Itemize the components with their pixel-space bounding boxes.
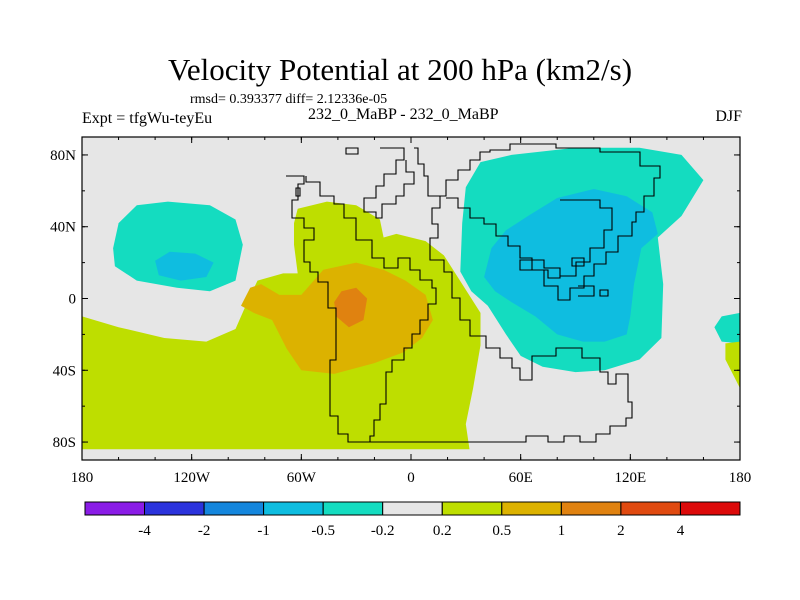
colorbar-swatch bbox=[441, 501, 503, 516]
colorbar: -4 -2 -1 -0.5 -0.2 0.2 0.5 1 2 4 bbox=[84, 501, 741, 539]
y-axis: 80N 40N 0 40S 80S bbox=[50, 148, 740, 451]
stats-label: rmsd= 0.393377 diff= 2.12336e-05 bbox=[190, 92, 388, 107]
x-tick-label: 180 bbox=[71, 470, 94, 486]
colorbar-label: 1 bbox=[558, 523, 566, 539]
colorbar-swatch bbox=[501, 501, 562, 516]
x-tick-label: 60W bbox=[287, 470, 317, 486]
coastline-americas bbox=[286, 175, 437, 443]
colorbar-label: 0.2 bbox=[433, 523, 452, 539]
x-tick-label: 120W bbox=[173, 470, 211, 486]
region-asia-pacific-core bbox=[484, 189, 658, 342]
colorbar-swatch bbox=[620, 501, 681, 516]
region-atlantic-positive-max bbox=[334, 287, 368, 328]
coastline-greenland bbox=[363, 147, 415, 219]
colorbar-label: -4 bbox=[138, 523, 151, 539]
coastline-asia-interior bbox=[519, 199, 613, 297]
y-tick-label: 80S bbox=[53, 435, 76, 451]
x-tick-label: 0 bbox=[407, 470, 415, 486]
y-tick-label: 0 bbox=[69, 292, 77, 308]
colorbar-label: 4 bbox=[677, 523, 685, 539]
comparison-label: 232_0_MaBP - 232_0_MaBP bbox=[308, 106, 499, 123]
colorbar-label: -0.5 bbox=[311, 523, 335, 539]
y-tick-label: 80N bbox=[50, 148, 76, 164]
region-dateline-south-high bbox=[725, 341, 740, 389]
y-tick-label: 40N bbox=[50, 220, 76, 236]
colorbar-label: -0.2 bbox=[371, 523, 395, 539]
x-axis: 180 120W 60W 0 60E 120E 180 bbox=[71, 137, 752, 486]
x-tick-label: 180 bbox=[729, 470, 752, 486]
colorbar-swatch bbox=[84, 501, 145, 516]
colorbar-swatch bbox=[144, 501, 205, 516]
colorbar-label: -2 bbox=[198, 523, 211, 539]
colorbar-swatch bbox=[382, 501, 443, 516]
colorbar-swatch bbox=[203, 501, 265, 516]
colorbar-swatch bbox=[322, 501, 384, 516]
colorbar-label: -1 bbox=[257, 523, 270, 539]
region-dateline-south-low bbox=[714, 312, 740, 344]
experiment-label: Expt = tfgWu-teyEu bbox=[82, 110, 213, 127]
season-label: DJF bbox=[715, 108, 742, 125]
colorbar-swatch bbox=[560, 501, 622, 516]
chart-title: Velocity Potential at 200 hPa (km2/s) bbox=[167, 52, 633, 87]
colorbar-swatch bbox=[263, 501, 324, 516]
coastline-canada-islands bbox=[295, 147, 359, 197]
contour-regions bbox=[82, 147, 740, 450]
y-tick-label: 40S bbox=[53, 363, 76, 379]
coastline-eurasia-africa bbox=[370, 143, 661, 443]
colorbar-label: 2 bbox=[617, 523, 625, 539]
colorbar-swatch bbox=[680, 501, 741, 516]
region-atlantic-positive-core bbox=[241, 262, 433, 374]
colorbar-label: 0.5 bbox=[492, 523, 511, 539]
x-tick-label: 60E bbox=[509, 470, 533, 486]
region-pacific-north-core bbox=[155, 251, 214, 281]
continent-outlines bbox=[286, 143, 661, 443]
x-tick-label: 120E bbox=[614, 470, 646, 486]
